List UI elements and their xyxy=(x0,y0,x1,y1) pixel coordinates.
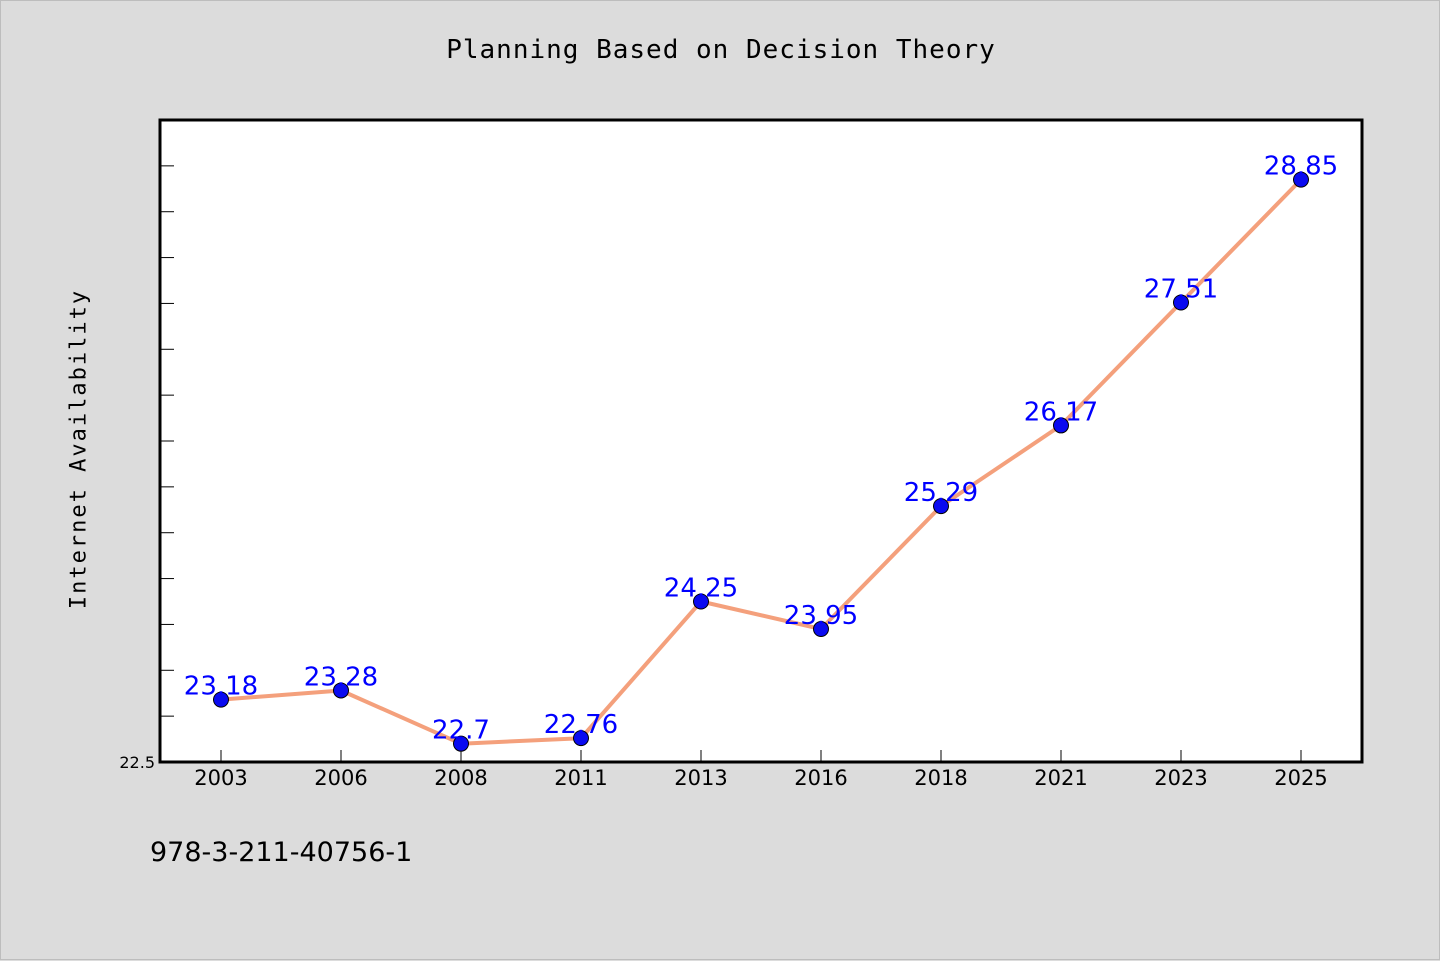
series-line xyxy=(219,177,1303,746)
data-label: 26.17 xyxy=(1024,397,1098,427)
x-tick-label: 2021 xyxy=(1034,766,1087,790)
data-label: 27.51 xyxy=(1144,275,1218,305)
data-point xyxy=(453,735,469,752)
x-tick-label: 2011 xyxy=(554,766,607,790)
footer-code: 978-3-211-40756-1 xyxy=(150,837,413,868)
x-tick-label: 2016 xyxy=(794,766,847,790)
data-point xyxy=(573,730,589,747)
x-axis-ticks: 2003 2006 2008 2011 2013 2016 2018 2021 2023 2025 xyxy=(194,750,1328,790)
x-tick-label: 2006 xyxy=(314,766,367,790)
data-label: 24.25 xyxy=(664,574,738,604)
data-point xyxy=(333,682,349,699)
data-label: 22.76 xyxy=(544,710,618,740)
y-tick-label: 22.5 xyxy=(119,753,155,772)
y-axis-ticks: 22.5 xyxy=(119,165,174,772)
x-tick-label: 2018 xyxy=(914,766,967,790)
data-label: 22.7 xyxy=(432,716,490,746)
data-point xyxy=(933,498,949,515)
data-label: 23.95 xyxy=(784,601,858,631)
data-point xyxy=(693,593,709,610)
data-label: 25.29 xyxy=(904,478,978,508)
plot-area xyxy=(158,118,1364,764)
data-label: 23.28 xyxy=(304,662,378,692)
x-tick-label: 2013 xyxy=(674,766,727,790)
data-point xyxy=(1293,171,1309,188)
data-point xyxy=(1053,417,1069,434)
chart-title: Planning Based on Decision Theory xyxy=(446,35,996,65)
data-label: 23.18 xyxy=(184,672,258,702)
data-label: 28.85 xyxy=(1264,152,1338,182)
data-point xyxy=(1173,294,1189,311)
x-tick-label: 2008 xyxy=(434,766,487,790)
data-point xyxy=(213,691,229,708)
x-tick-label: 2023 xyxy=(1154,766,1207,790)
data-markers xyxy=(213,171,1309,752)
data-labels: 23.18 23.28 22.7 22.76 24.25 23.95 25.29 26.17 2… xyxy=(184,152,1338,746)
data-point xyxy=(813,621,829,638)
x-tick-label: 2025 xyxy=(1274,766,1327,790)
x-tick-label: 2003 xyxy=(194,766,247,790)
